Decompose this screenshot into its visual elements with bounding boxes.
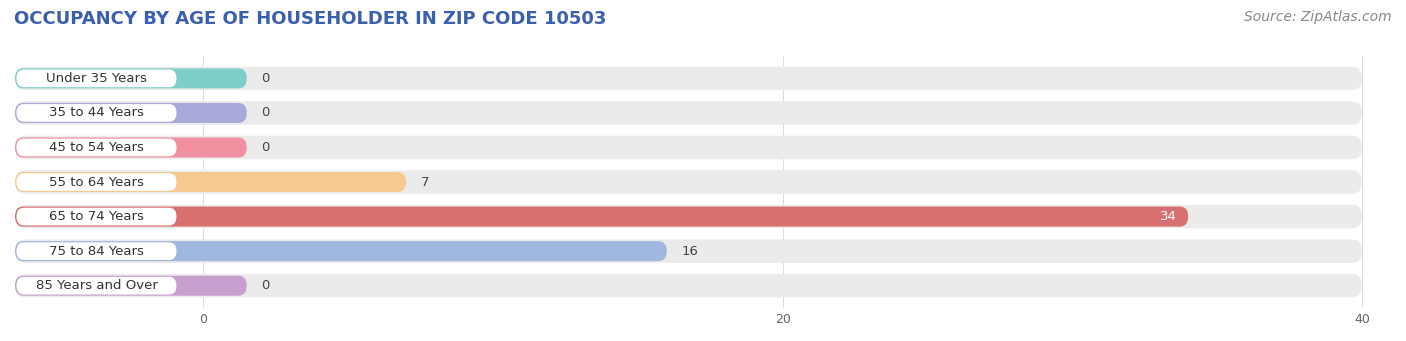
Text: 7: 7 (420, 176, 429, 189)
Text: 0: 0 (262, 279, 270, 292)
Text: 85 Years and Over: 85 Years and Over (35, 279, 157, 292)
Text: 65 to 74 Years: 65 to 74 Years (49, 210, 143, 223)
FancyBboxPatch shape (17, 104, 177, 122)
FancyBboxPatch shape (15, 205, 1362, 228)
FancyBboxPatch shape (17, 139, 177, 156)
Text: 0: 0 (262, 106, 270, 119)
Text: 55 to 64 Years: 55 to 64 Years (49, 176, 143, 189)
FancyBboxPatch shape (17, 173, 177, 191)
Text: 0: 0 (262, 141, 270, 154)
FancyBboxPatch shape (15, 239, 1362, 263)
Text: 34: 34 (1160, 210, 1177, 223)
Text: 0: 0 (262, 72, 270, 85)
Text: 35 to 44 Years: 35 to 44 Years (49, 106, 143, 119)
FancyBboxPatch shape (15, 101, 1362, 125)
FancyBboxPatch shape (15, 276, 246, 296)
FancyBboxPatch shape (15, 241, 666, 261)
FancyBboxPatch shape (17, 208, 177, 225)
FancyBboxPatch shape (15, 66, 1362, 90)
FancyBboxPatch shape (15, 170, 1362, 194)
Text: 75 to 84 Years: 75 to 84 Years (49, 244, 143, 258)
FancyBboxPatch shape (15, 274, 1362, 297)
FancyBboxPatch shape (15, 136, 1362, 159)
Text: 16: 16 (682, 244, 699, 258)
FancyBboxPatch shape (17, 70, 177, 87)
FancyBboxPatch shape (17, 277, 177, 295)
Text: OCCUPANCY BY AGE OF HOUSEHOLDER IN ZIP CODE 10503: OCCUPANCY BY AGE OF HOUSEHOLDER IN ZIP C… (14, 10, 606, 28)
Text: 45 to 54 Years: 45 to 54 Years (49, 141, 143, 154)
Text: Source: ZipAtlas.com: Source: ZipAtlas.com (1244, 10, 1392, 24)
FancyBboxPatch shape (15, 172, 406, 192)
FancyBboxPatch shape (15, 103, 246, 123)
Text: Under 35 Years: Under 35 Years (46, 72, 146, 85)
FancyBboxPatch shape (15, 68, 246, 88)
FancyBboxPatch shape (15, 207, 1188, 227)
FancyBboxPatch shape (17, 242, 177, 260)
FancyBboxPatch shape (15, 137, 246, 158)
